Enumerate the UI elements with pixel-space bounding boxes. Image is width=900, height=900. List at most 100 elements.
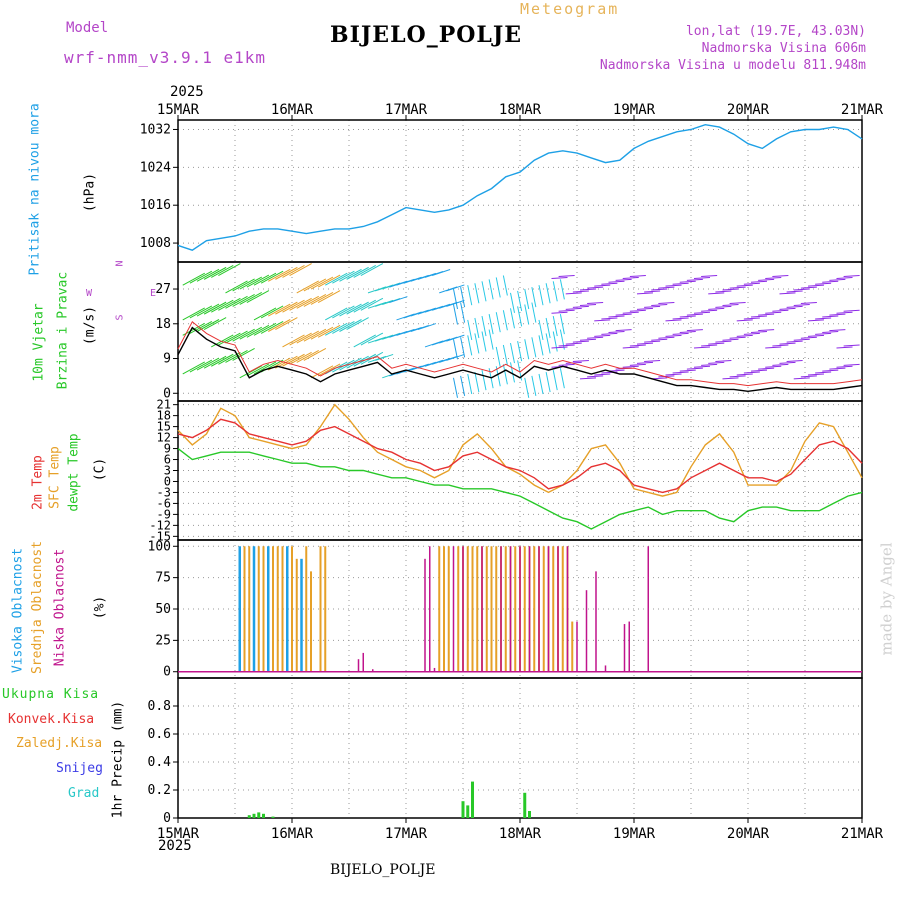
wind-arrow [446,353,465,361]
wind-arrow [488,314,494,335]
wind-arrow [218,263,241,276]
page-title: BIJELO_POLJE [330,22,523,48]
wind-arrow [651,338,668,341]
wind-arrow [636,342,654,345]
wind-arrow [565,307,582,310]
wind-arrow [800,286,817,289]
wind-arrow [538,285,544,306]
wind-arrow [836,311,853,314]
wind-arrow [453,377,458,398]
compass-s: S [114,314,126,321]
cloud-mid-bar [485,546,488,672]
wind-arrow [743,317,760,320]
wind-arrow [239,326,262,340]
wind-arrow [353,265,376,278]
wind-arrow [317,324,341,338]
cloud-mid-bar [310,571,312,672]
wind-arrow [644,290,661,293]
wind-arrow [729,336,746,339]
wind-arrow [829,278,846,281]
wind-arrow [594,284,611,287]
wind-arrow [189,320,213,334]
cloud-mid-bar [295,558,298,672]
wind-arrow [715,305,732,308]
wind-arrow [211,299,234,313]
wind-arrow [765,346,782,349]
wind-arrow [389,296,408,304]
wind-arrow [481,315,487,337]
wind-arrow [446,284,465,292]
wind-arrow [346,301,369,315]
wind-arrow [579,338,597,341]
wind-arrow [729,286,746,289]
wind-arrow [510,308,515,329]
wind-arrow [289,297,312,311]
cloud-mid-bar [571,621,574,672]
wind-arrow [793,338,810,341]
cloud-mid-bar [447,546,450,672]
wind-arrow [693,276,711,279]
wind-arrow [644,305,661,308]
cloud-mid-bar [272,546,274,672]
cloud-mid-bar [276,546,279,672]
wind-arrow [715,340,732,343]
wind-arrow [545,283,551,304]
wind-arrow [353,299,376,313]
cloud-low-bar [357,659,360,672]
wind-arrow [701,344,718,347]
wind-arrow [552,315,558,337]
wind-arrow [686,278,703,281]
cloud-mid-bar [523,546,526,672]
wind-arrow [843,344,860,347]
cloud-mid-bar [471,546,474,672]
wind-arrow [282,299,305,313]
wind-arrow [743,332,760,335]
precip-label-grad: Grad [68,786,100,801]
wind-arrow [693,365,711,368]
wind-arrow [636,292,654,295]
wind-arrow [658,336,675,339]
wind-arrow [325,307,348,321]
wind-arrow [552,281,558,302]
compass-e: E [150,288,157,299]
temp-ytick-label: 12 [157,431,171,445]
wind-arrow [203,355,227,369]
wind-arrow [758,367,775,370]
wind-arrow [651,288,668,291]
precip-ytick-label: 0.6 [148,727,171,742]
cloud-low-bar [628,621,630,672]
wind-arrow [772,363,789,366]
wind-arrow [268,319,291,332]
precip-total-bar [271,816,275,818]
pressure-line [177,123,863,251]
cloud-low-bar [452,546,455,672]
wind-arrow [772,344,789,347]
wind-arrow [565,292,582,295]
wind-arrow [750,315,768,318]
wind-arrow [552,370,558,391]
wind-arrow [289,351,312,365]
wind-arrow [417,323,437,331]
wind-arrow [531,286,537,308]
precip-total-bar [528,811,531,818]
wind-arrow [672,371,689,374]
wind-arrow [786,290,803,293]
wind-arrow [822,280,839,283]
wind-arrow [225,280,248,294]
wind-arrow [189,270,213,284]
wind-arrow [800,336,817,339]
temp-label-sfc: SFC Temp [47,446,63,509]
wind-arrow [325,272,348,286]
wind-arrow [559,279,565,300]
wind-arrow [339,268,362,282]
wind-arrow [836,276,853,279]
precip-label-frozen: Zaledj.Kisa [16,736,103,751]
cloud-ytick-label: 100 [148,539,171,554]
wind-arrow [303,328,327,342]
wind-arrow [246,274,270,288]
wind-arrow [679,280,696,283]
cloud-high-bar [300,558,303,672]
precip-label-conv: Konvek.Kisa [8,712,95,727]
wind-arrow [708,307,725,310]
temp-ytick-label: 9 [164,442,171,456]
